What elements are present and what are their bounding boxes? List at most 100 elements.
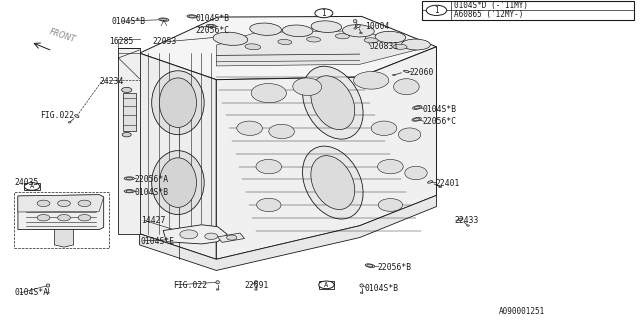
Bar [319, 281, 334, 289]
Ellipse shape [342, 25, 374, 37]
Text: 22433: 22433 [454, 216, 479, 225]
Text: 22053: 22053 [152, 37, 177, 46]
Ellipse shape [378, 199, 403, 211]
Polygon shape [54, 229, 74, 247]
Bar [24, 183, 40, 190]
Circle shape [319, 281, 334, 289]
Ellipse shape [46, 284, 50, 287]
Ellipse shape [365, 264, 374, 268]
Ellipse shape [311, 156, 355, 210]
Circle shape [227, 235, 237, 240]
Text: 0104S*D (-'11MY): 0104S*D (-'11MY) [454, 1, 529, 10]
Ellipse shape [303, 66, 363, 139]
Ellipse shape [254, 281, 258, 284]
Polygon shape [218, 233, 244, 242]
Ellipse shape [256, 159, 282, 174]
Text: 10004: 10004 [365, 22, 389, 31]
Circle shape [78, 200, 91, 206]
Text: 0104S*B: 0104S*B [365, 284, 399, 292]
Text: 0104S*B: 0104S*B [195, 13, 229, 22]
Polygon shape [216, 31, 429, 66]
Bar [422, 1, 634, 20]
Text: 22056*A: 22056*A [134, 175, 168, 184]
Ellipse shape [311, 76, 355, 130]
Circle shape [37, 200, 50, 206]
Ellipse shape [398, 128, 421, 141]
Text: 24035: 24035 [14, 178, 38, 187]
Ellipse shape [367, 264, 373, 267]
Text: 22056*C: 22056*C [195, 26, 229, 35]
Circle shape [354, 28, 356, 29]
Polygon shape [140, 196, 436, 270]
Text: 24234: 24234 [99, 77, 124, 86]
Ellipse shape [269, 124, 294, 139]
Circle shape [360, 32, 362, 34]
Ellipse shape [213, 32, 248, 45]
Circle shape [58, 214, 70, 221]
Ellipse shape [282, 25, 313, 36]
Ellipse shape [413, 118, 420, 121]
Ellipse shape [356, 24, 360, 28]
Ellipse shape [257, 198, 281, 212]
Ellipse shape [428, 181, 433, 183]
Ellipse shape [278, 39, 292, 44]
Text: 0104S*B: 0104S*B [134, 188, 168, 197]
Text: 0104S*B: 0104S*B [112, 17, 146, 26]
Polygon shape [163, 225, 227, 244]
Ellipse shape [360, 284, 364, 287]
Ellipse shape [414, 106, 420, 109]
Text: A60865 ('12MY-): A60865 ('12MY-) [454, 11, 524, 20]
Ellipse shape [251, 84, 287, 103]
Text: A: A [30, 183, 34, 189]
Ellipse shape [237, 121, 262, 135]
Text: A090001251: A090001251 [499, 307, 545, 316]
Ellipse shape [364, 38, 378, 43]
Ellipse shape [159, 158, 196, 207]
Circle shape [426, 5, 447, 15]
Ellipse shape [378, 159, 403, 174]
Circle shape [255, 289, 257, 290]
Ellipse shape [375, 31, 406, 43]
Text: J20831: J20831 [370, 42, 399, 51]
Text: A: A [324, 282, 328, 288]
Circle shape [78, 214, 91, 221]
Text: 22401: 22401 [435, 179, 460, 188]
Circle shape [122, 87, 132, 92]
Text: 22060: 22060 [410, 68, 434, 77]
Ellipse shape [208, 25, 214, 27]
Ellipse shape [159, 18, 169, 21]
Circle shape [58, 200, 70, 206]
Ellipse shape [124, 190, 134, 193]
Ellipse shape [353, 20, 357, 23]
Ellipse shape [303, 146, 363, 219]
Ellipse shape [394, 79, 419, 95]
Ellipse shape [371, 121, 397, 135]
Text: FIG.022: FIG.022 [173, 281, 207, 290]
Circle shape [467, 225, 469, 226]
Text: 22691: 22691 [244, 281, 269, 290]
Circle shape [216, 289, 219, 290]
Text: 22056*B: 22056*B [378, 263, 412, 272]
Ellipse shape [152, 71, 204, 135]
Ellipse shape [216, 281, 220, 284]
Polygon shape [18, 195, 104, 229]
Polygon shape [140, 53, 216, 259]
Ellipse shape [206, 24, 216, 28]
Circle shape [439, 186, 442, 188]
Ellipse shape [124, 177, 134, 180]
Ellipse shape [245, 44, 260, 50]
Circle shape [180, 230, 198, 239]
Polygon shape [216, 47, 436, 259]
Ellipse shape [405, 166, 428, 180]
Ellipse shape [250, 23, 282, 36]
Ellipse shape [161, 19, 167, 21]
Ellipse shape [187, 15, 197, 18]
Ellipse shape [353, 72, 389, 89]
Text: 1: 1 [321, 9, 326, 18]
Text: 22056*C: 22056*C [422, 117, 456, 126]
Polygon shape [18, 195, 104, 212]
Ellipse shape [413, 106, 422, 109]
Ellipse shape [126, 177, 132, 180]
Circle shape [37, 214, 50, 221]
Text: FRONT: FRONT [48, 28, 77, 44]
